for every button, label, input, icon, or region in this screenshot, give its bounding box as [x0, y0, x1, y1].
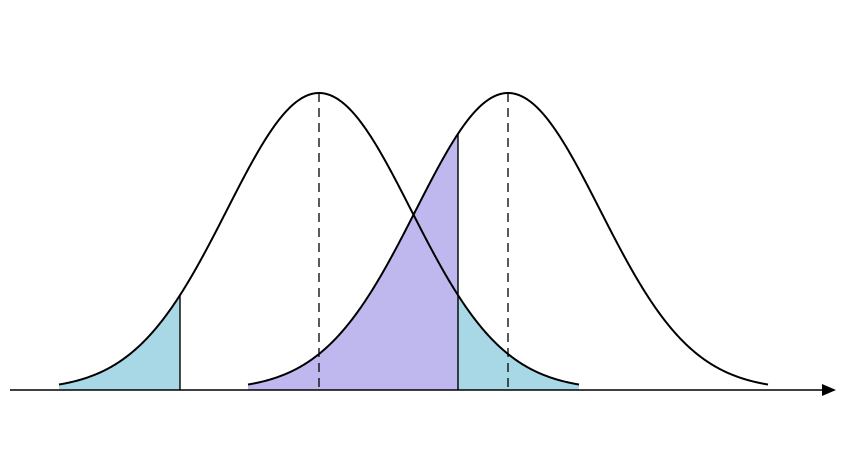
right-distribution-curve — [247, 91, 769, 386]
left-curve-upper-tail — [458, 295, 579, 390]
left-curve-lower-tail — [59, 295, 180, 390]
right-curve-lower-region — [248, 133, 458, 390]
axis-arrowhead — [822, 384, 836, 396]
left-distribution-curve — [58, 91, 580, 386]
